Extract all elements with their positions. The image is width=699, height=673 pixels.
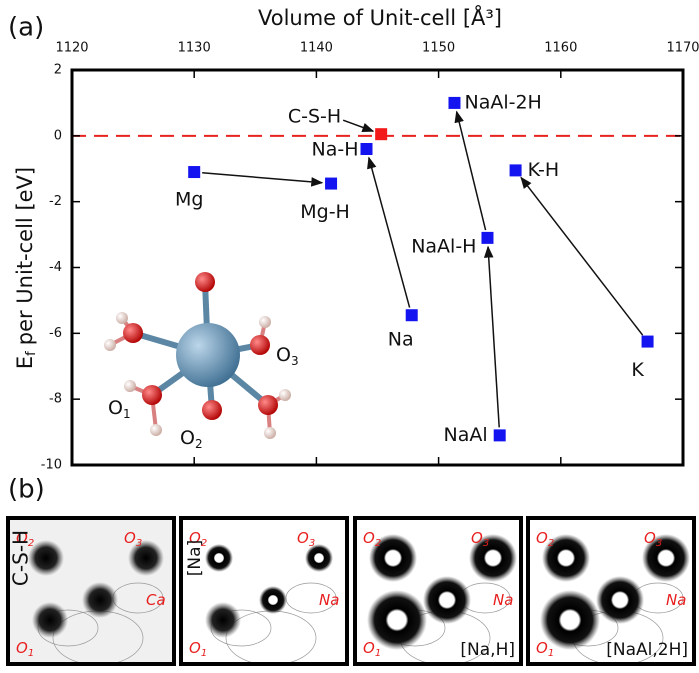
point-label: Mg bbox=[175, 189, 203, 211]
y-tick-label: -4 bbox=[49, 260, 62, 275]
atom-sub: 2 bbox=[548, 538, 554, 549]
atom-base: O bbox=[124, 529, 136, 547]
panel-caption: [NaAl,2H] bbox=[606, 640, 688, 660]
atom-base: O bbox=[644, 529, 656, 547]
arrow bbox=[202, 173, 322, 183]
point bbox=[375, 128, 387, 140]
molecule-inset bbox=[104, 272, 291, 439]
density-blob bbox=[423, 576, 471, 624]
atom-base: O bbox=[536, 529, 548, 547]
x-axis-title: Volume of Unit-cell [Å³] bbox=[258, 4, 502, 30]
panel-caption: [Na] bbox=[185, 540, 205, 576]
point bbox=[448, 97, 460, 109]
atom-sub: 1 bbox=[28, 648, 34, 659]
density-blob bbox=[32, 602, 68, 638]
panel-label: (a) bbox=[8, 13, 44, 43]
point-label: NaAl-H bbox=[411, 235, 476, 257]
panel-caption: [Na,H] bbox=[460, 640, 515, 660]
density-blob bbox=[205, 544, 233, 572]
atom-base: O bbox=[536, 639, 548, 657]
atom-base: O bbox=[16, 639, 28, 657]
x-tick-label: 1140 bbox=[300, 41, 333, 56]
atom-sub: 1 bbox=[201, 648, 207, 659]
point bbox=[361, 143, 373, 155]
point-label: NaAl-2H bbox=[464, 91, 541, 113]
point bbox=[494, 429, 506, 441]
point bbox=[406, 309, 418, 321]
density-blob bbox=[259, 586, 287, 614]
x-tick-label: 1120 bbox=[55, 41, 88, 56]
arrow bbox=[488, 247, 499, 428]
y-axis-title: Efper Unit-cell [eV] bbox=[13, 167, 39, 369]
atom-base: O bbox=[363, 639, 375, 657]
atom-base: O bbox=[189, 639, 201, 657]
y-tick-label: -6 bbox=[49, 326, 62, 341]
density-blob bbox=[205, 602, 241, 638]
point-label: K bbox=[631, 359, 644, 381]
density-blob bbox=[596, 576, 644, 624]
x-tick-label: 1150 bbox=[422, 41, 455, 56]
point-label: C-S-H bbox=[288, 106, 341, 128]
atom-base: Na bbox=[493, 591, 513, 609]
atom-label: Na bbox=[493, 591, 513, 609]
atom-base: Ca bbox=[146, 591, 166, 609]
arrow bbox=[369, 158, 410, 308]
point bbox=[325, 178, 337, 190]
atom-sub: 1 bbox=[375, 648, 381, 659]
x-tick-label: 1170 bbox=[666, 41, 699, 56]
x-tick-label: 1160 bbox=[544, 41, 577, 56]
x-tick-label: 1130 bbox=[178, 41, 211, 56]
inset-label: O1 bbox=[108, 397, 131, 421]
atom-base: Na bbox=[666, 591, 686, 609]
point-label: K-H bbox=[528, 159, 560, 181]
atom-label: Na bbox=[319, 591, 339, 609]
point bbox=[642, 336, 654, 348]
point-label: NaAl bbox=[444, 424, 488, 446]
atom-base: O bbox=[297, 529, 309, 547]
point-label: Na-H bbox=[312, 139, 359, 161]
atom-base: O bbox=[471, 529, 483, 547]
y-tick-label: -10 bbox=[41, 458, 62, 473]
density-blob bbox=[540, 590, 600, 650]
point-label: Mg-H bbox=[300, 201, 350, 223]
y-tick-label: 0 bbox=[54, 128, 62, 143]
density-blob bbox=[82, 582, 118, 618]
point-label: Na bbox=[388, 329, 414, 351]
y-tick-label: -8 bbox=[49, 392, 62, 407]
atom-sub: 3 bbox=[483, 538, 489, 549]
arrow bbox=[457, 112, 486, 230]
atom-base: O bbox=[363, 529, 375, 547]
inset-label: O3 bbox=[276, 344, 299, 368]
point bbox=[481, 232, 493, 244]
figure: (a) Volume of Unit-cell [Å³] Efper Unit-… bbox=[0, 0, 699, 673]
panel-caption: C-S-H bbox=[9, 530, 33, 586]
atom-base: Na bbox=[319, 591, 339, 609]
atom-sub: 3 bbox=[136, 538, 142, 549]
arrow bbox=[343, 120, 373, 131]
point bbox=[510, 164, 522, 176]
density-blob bbox=[367, 590, 427, 650]
point bbox=[188, 166, 200, 178]
atom-sub: 3 bbox=[656, 538, 662, 549]
y-tick-label: -2 bbox=[49, 194, 62, 209]
atom-sub: 3 bbox=[309, 538, 315, 549]
inset-label: O2 bbox=[180, 427, 203, 451]
y-tick-label: 2 bbox=[54, 63, 62, 78]
arrow bbox=[521, 178, 643, 336]
atom-sub: 2 bbox=[375, 538, 381, 549]
atom-sub: 1 bbox=[548, 648, 554, 659]
atom-label: Na bbox=[666, 591, 686, 609]
atom-label: Ca bbox=[146, 591, 166, 609]
panel-label: (b) bbox=[8, 475, 45, 505]
